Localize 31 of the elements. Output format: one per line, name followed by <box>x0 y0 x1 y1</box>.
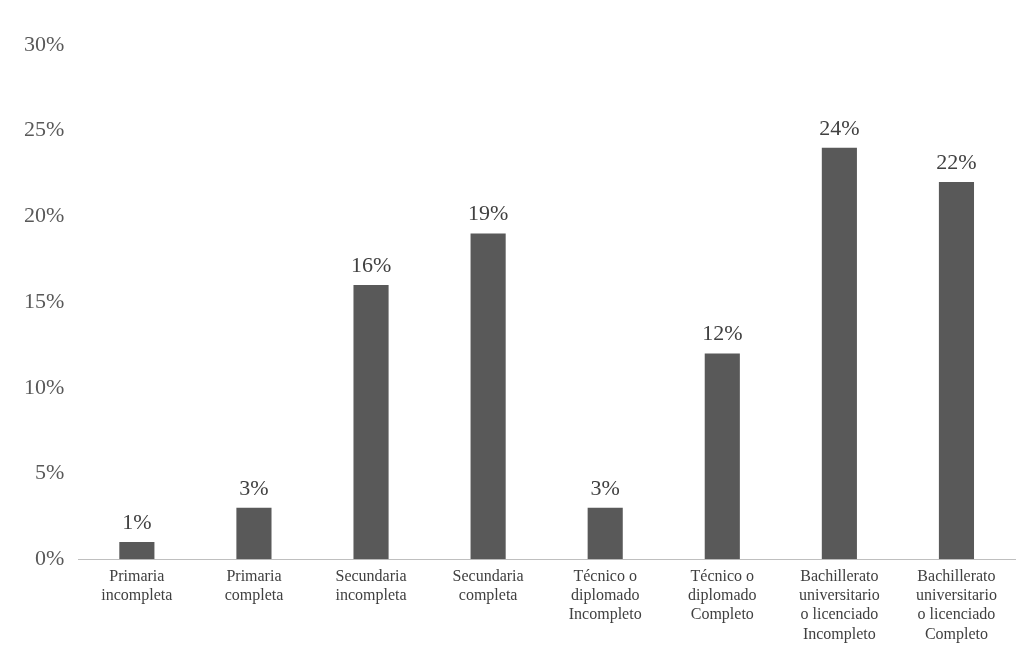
y-tick-label: 0% <box>35 544 65 570</box>
x-tick-label: Técnico o diplomado Incompleto <box>568 567 642 624</box>
data-label: 24% <box>819 114 860 140</box>
x-tick-label: Primaria completa <box>224 567 284 605</box>
y-tick-label: 25% <box>24 116 65 142</box>
x-tick-label: Bachillerato universitario o licenciado Completo <box>916 567 997 643</box>
data-label: 19% <box>467 200 509 226</box>
x-tick-label: Bachillerato universitario o licenciado Incompleto <box>798 567 880 643</box>
bar <box>704 353 740 560</box>
bar <box>353 284 389 560</box>
x-tick-label: Técnico o diplomado Completo <box>688 567 757 624</box>
data-label: 16% <box>350 251 392 277</box>
y-tick-label: 10% <box>24 373 65 399</box>
bar <box>236 507 272 560</box>
bar <box>938 182 975 560</box>
y-tick-label: 15% <box>24 287 65 313</box>
y-tick-label: 20% <box>24 202 65 228</box>
bar <box>821 147 857 560</box>
data-label: 3% <box>590 474 620 500</box>
x-tick-label: Secundaria completa <box>452 567 524 605</box>
data-label: 22% <box>936 148 977 174</box>
data-label: 12% <box>702 320 743 346</box>
x-tick-label: Secundaria incompleta <box>335 567 407 605</box>
bar <box>587 507 623 560</box>
y-tick-label: 5% <box>35 459 65 485</box>
bar <box>470 233 506 560</box>
bar <box>119 542 155 560</box>
x-tick-label: Primaria incompleta <box>101 567 173 605</box>
data-label: 3% <box>239 474 269 500</box>
data-label: 1% <box>122 508 152 534</box>
y-tick-label: 30% <box>24 30 65 56</box>
